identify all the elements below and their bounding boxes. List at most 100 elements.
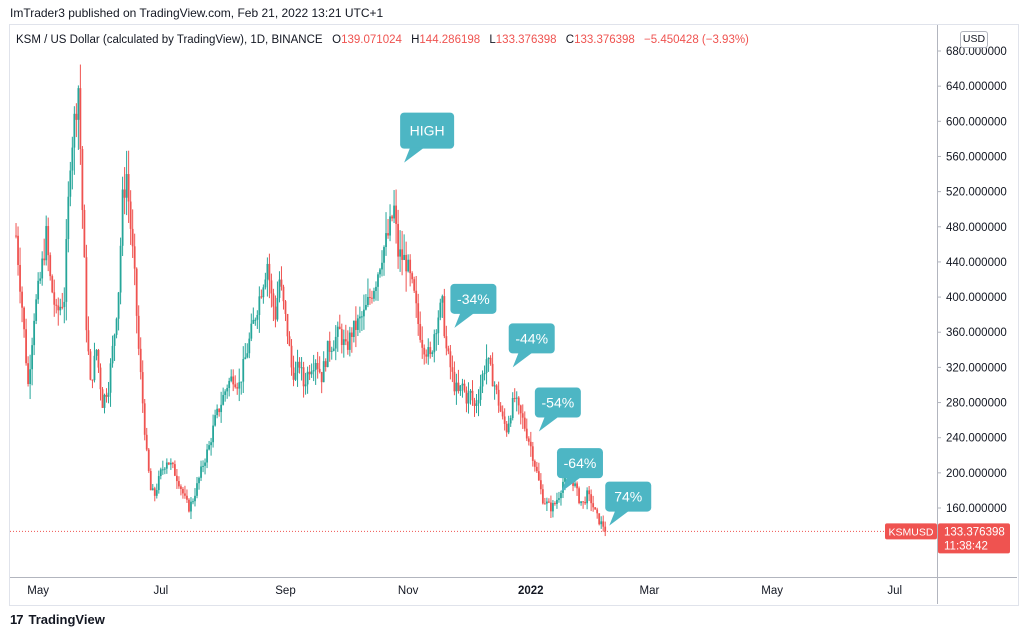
candle-body <box>415 290 418 304</box>
candle-body <box>550 502 552 512</box>
candle-body <box>483 372 486 375</box>
y-tick-label: 360.000000 <box>946 327 1007 339</box>
candle-body <box>302 367 305 387</box>
currency-button[interactable]: USD <box>960 31 988 48</box>
candle-body <box>346 341 349 350</box>
candle-body <box>67 196 70 240</box>
chart-frame[interactable] <box>9 24 1019 606</box>
candle-body <box>338 326 341 330</box>
candle-body <box>71 147 74 171</box>
candle-body <box>465 390 468 404</box>
candle-body <box>527 438 530 442</box>
candle-body <box>389 216 391 236</box>
candle-body <box>326 340 329 367</box>
x-tick-label: May <box>27 585 49 597</box>
symbol-tag-box <box>885 523 937 540</box>
candle-body <box>399 249 402 257</box>
candle-body <box>135 268 138 316</box>
candle-body <box>129 201 132 229</box>
candle-body <box>167 462 170 465</box>
callout-box <box>450 283 497 314</box>
candle-body <box>407 259 410 272</box>
candle-body <box>224 391 227 395</box>
candle-body <box>304 384 307 387</box>
candle-body <box>515 397 518 399</box>
tradingview-logo[interactable]: 17 TradingView <box>10 612 105 627</box>
candle-body <box>33 320 36 346</box>
candle-body <box>194 495 196 502</box>
candles-layer <box>15 64 607 537</box>
candle-body <box>419 324 422 340</box>
logo-text: TradingView <box>28 612 105 627</box>
candle-body <box>73 113 76 148</box>
candle-body <box>121 189 124 246</box>
candle-body <box>306 371 309 385</box>
candle-body <box>316 362 319 369</box>
candle-body <box>244 357 247 360</box>
high-value: 144.286198 <box>419 34 481 46</box>
close-label: C <box>565 34 575 46</box>
candle-body <box>457 382 460 392</box>
candle-body <box>437 317 440 334</box>
candle-body <box>119 245 122 293</box>
candle-body <box>282 286 285 302</box>
candle-body <box>336 326 339 337</box>
candle-body <box>147 449 150 471</box>
candle-body <box>137 315 140 349</box>
candle-body <box>423 347 426 355</box>
candle-body <box>367 296 369 305</box>
y-tick-label: 600.000000 <box>946 116 1007 128</box>
candle-body <box>588 490 591 495</box>
x-tick-label: Sep <box>275 585 295 597</box>
candle-body <box>252 319 255 324</box>
candle-body <box>204 462 206 466</box>
candle-body <box>89 351 92 380</box>
candle-body <box>594 507 597 510</box>
candle-body <box>310 371 313 375</box>
candle-body <box>186 495 188 500</box>
candle-body <box>266 263 269 280</box>
candle-body <box>435 333 438 335</box>
candle-body <box>556 499 558 504</box>
candle-body <box>274 306 277 320</box>
candle-body <box>45 226 48 261</box>
candle-body <box>308 371 311 375</box>
candle-body <box>525 428 528 439</box>
candle-body <box>501 411 504 417</box>
callout-text: 74% <box>614 489 642 505</box>
candle-body <box>332 348 335 351</box>
candle-body <box>360 316 363 318</box>
candle-body <box>586 490 589 504</box>
candle-body <box>292 367 295 380</box>
y-tick-label: 160.000000 <box>946 503 1007 515</box>
candle-body <box>173 464 176 476</box>
candle-body <box>517 397 520 406</box>
candle-body <box>552 503 554 512</box>
candle-body <box>584 501 587 504</box>
candle-body <box>531 446 534 461</box>
candle-body <box>487 357 490 360</box>
candle-body <box>21 291 23 308</box>
logo-mark-icon: 17 <box>10 612 24 627</box>
open-value: 139.071024 <box>341 34 402 46</box>
candle-body <box>580 501 582 504</box>
candle-body <box>184 493 186 496</box>
candle-body <box>212 425 214 443</box>
candle-body <box>461 383 464 386</box>
candle-body <box>242 359 245 382</box>
change-value: −5.450428 (−3.93%) <box>644 34 749 46</box>
callout-box <box>400 112 455 149</box>
candle-body <box>226 387 229 392</box>
candle-body <box>467 392 470 404</box>
candle-body <box>163 468 166 470</box>
candle-body <box>451 367 454 372</box>
candle-body <box>539 480 542 490</box>
y-tick-label: 280.000000 <box>946 398 1007 410</box>
candle-body <box>202 465 204 467</box>
candle-body <box>210 442 212 446</box>
candle-body <box>262 287 265 298</box>
candle-body <box>111 345 114 364</box>
high-label: H <box>411 34 420 46</box>
candle-body <box>81 148 84 211</box>
